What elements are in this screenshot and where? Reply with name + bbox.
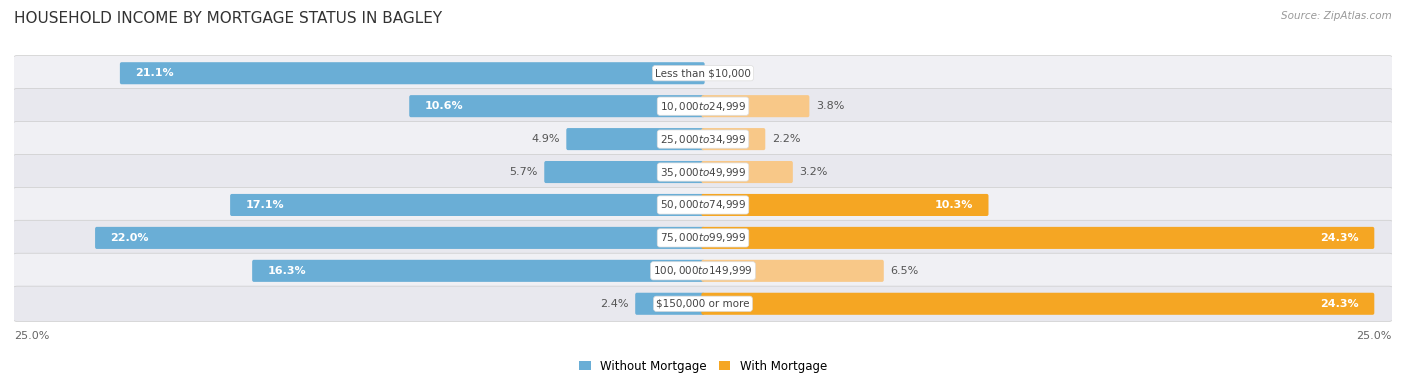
FancyBboxPatch shape xyxy=(702,128,765,150)
FancyBboxPatch shape xyxy=(702,161,793,183)
Text: 3.2%: 3.2% xyxy=(800,167,828,177)
Text: 24.3%: 24.3% xyxy=(1320,299,1358,309)
FancyBboxPatch shape xyxy=(96,227,704,249)
Text: Less than $10,000: Less than $10,000 xyxy=(655,68,751,78)
FancyBboxPatch shape xyxy=(409,95,704,117)
Legend: Without Mortgage, With Mortgage: Without Mortgage, With Mortgage xyxy=(574,355,832,377)
Text: 16.3%: 16.3% xyxy=(267,266,307,276)
Text: 21.1%: 21.1% xyxy=(135,68,174,78)
FancyBboxPatch shape xyxy=(11,121,1395,157)
Text: Source: ZipAtlas.com: Source: ZipAtlas.com xyxy=(1281,11,1392,21)
Text: 0.0%: 0.0% xyxy=(711,68,740,78)
FancyBboxPatch shape xyxy=(11,187,1395,222)
Text: 25.0%: 25.0% xyxy=(14,331,49,341)
FancyBboxPatch shape xyxy=(11,220,1395,256)
FancyBboxPatch shape xyxy=(11,155,1395,190)
FancyBboxPatch shape xyxy=(11,89,1395,124)
FancyBboxPatch shape xyxy=(252,260,704,282)
FancyBboxPatch shape xyxy=(702,260,884,282)
Text: $35,000 to $49,999: $35,000 to $49,999 xyxy=(659,166,747,179)
Text: $50,000 to $74,999: $50,000 to $74,999 xyxy=(659,198,747,211)
Text: 22.0%: 22.0% xyxy=(111,233,149,243)
Text: $75,000 to $99,999: $75,000 to $99,999 xyxy=(659,231,747,244)
FancyBboxPatch shape xyxy=(11,56,1395,91)
Text: 10.6%: 10.6% xyxy=(425,101,464,111)
Text: HOUSEHOLD INCOME BY MORTGAGE STATUS IN BAGLEY: HOUSEHOLD INCOME BY MORTGAGE STATUS IN B… xyxy=(14,11,441,26)
FancyBboxPatch shape xyxy=(702,293,1374,315)
Text: 2.2%: 2.2% xyxy=(772,134,800,144)
Text: 6.5%: 6.5% xyxy=(890,266,918,276)
FancyBboxPatch shape xyxy=(702,227,1374,249)
Text: $150,000 or more: $150,000 or more xyxy=(657,299,749,309)
FancyBboxPatch shape xyxy=(11,253,1395,288)
FancyBboxPatch shape xyxy=(544,161,704,183)
Text: $25,000 to $34,999: $25,000 to $34,999 xyxy=(659,133,747,146)
Text: 3.8%: 3.8% xyxy=(815,101,845,111)
Text: $10,000 to $24,999: $10,000 to $24,999 xyxy=(659,100,747,113)
FancyBboxPatch shape xyxy=(120,62,704,84)
FancyBboxPatch shape xyxy=(11,286,1395,321)
Text: $100,000 to $149,999: $100,000 to $149,999 xyxy=(654,264,752,277)
Text: 2.4%: 2.4% xyxy=(600,299,628,309)
FancyBboxPatch shape xyxy=(567,128,704,150)
Text: 5.7%: 5.7% xyxy=(509,167,537,177)
FancyBboxPatch shape xyxy=(702,194,988,216)
Text: 10.3%: 10.3% xyxy=(935,200,973,210)
Text: 17.1%: 17.1% xyxy=(246,200,284,210)
Text: 24.3%: 24.3% xyxy=(1320,233,1358,243)
Text: 4.9%: 4.9% xyxy=(531,134,560,144)
FancyBboxPatch shape xyxy=(636,293,704,315)
Text: 25.0%: 25.0% xyxy=(1357,331,1392,341)
FancyBboxPatch shape xyxy=(702,95,810,117)
FancyBboxPatch shape xyxy=(231,194,704,216)
